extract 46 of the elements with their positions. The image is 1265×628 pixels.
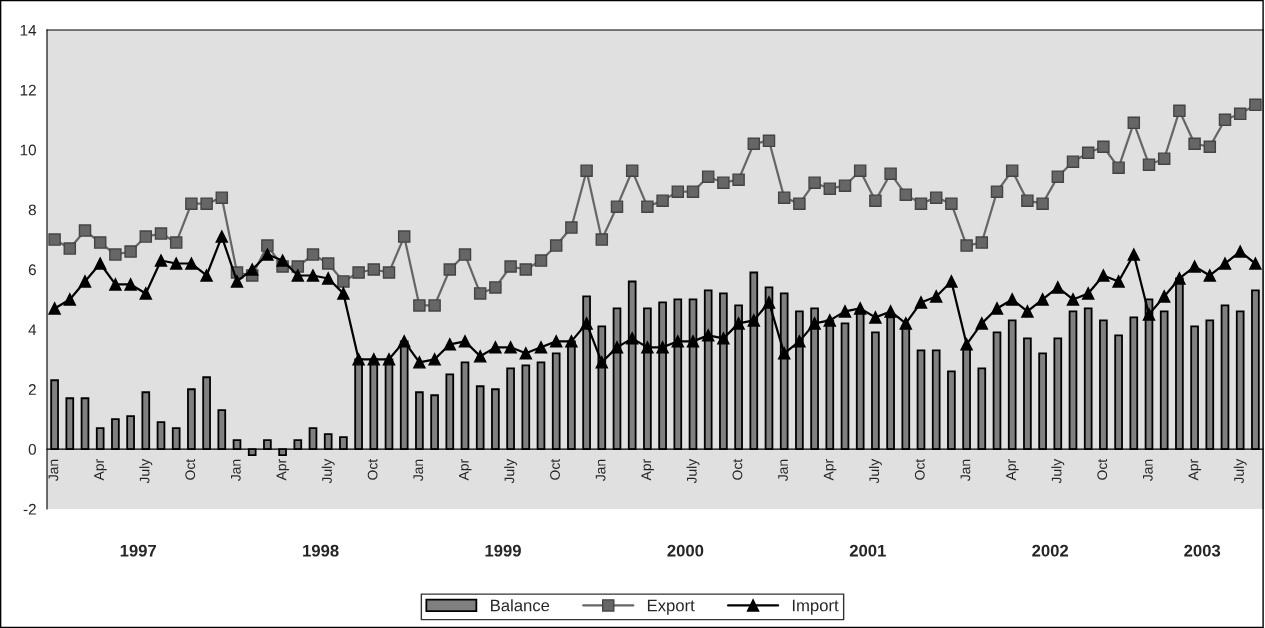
x-tick-label: Apr: [641, 459, 654, 481]
x-tick-label: July: [504, 458, 518, 484]
text: 2001: [849, 544, 886, 557]
x-tick-label: Apr: [823, 459, 837, 481]
x-tick-label: Jan: [231, 459, 241, 482]
x-tick-label: Jan: [1143, 459, 1153, 482]
x-tick-label: Oct: [367, 458, 378, 480]
x-tick-label: Apr: [459, 459, 472, 481]
x-tick-label: Oct: [914, 458, 925, 480]
x-tick-label: Oct: [550, 458, 560, 480]
x-tick-label: July: [686, 458, 700, 484]
legend-label: Import: [792, 599, 839, 615]
x-tick-label: July: [1233, 458, 1247, 484]
x-tick-label: Jan: [595, 459, 606, 482]
x-tick-label: Jan: [48, 459, 59, 482]
text: 2002: [1032, 544, 1069, 557]
x-tick-label: Jan: [960, 459, 971, 482]
x-tick-label: July: [139, 458, 153, 484]
x-tick-label: Oct: [1097, 458, 1108, 480]
text: 2000: [667, 544, 704, 557]
text: 1997: [120, 544, 157, 557]
x-tick-label: Apr: [1188, 459, 1202, 481]
y-tick-label: -2: [23, 503, 36, 515]
text: 2003: [1184, 544, 1221, 557]
legend-label: Export: [647, 599, 695, 615]
x-tick-label: Apr: [1006, 459, 1019, 481]
x-tick-label: Oct: [185, 458, 196, 480]
x-tick-label: Jan: [413, 459, 424, 482]
y-tick-label: 4: [28, 324, 37, 335]
x-tick-label: Jan: [778, 459, 788, 482]
x-tick-label: Apr: [276, 459, 290, 481]
y-tick-label: 6: [28, 264, 36, 276]
x-tick-label: July: [868, 458, 882, 484]
y-tick-label: 14: [20, 25, 37, 36]
legend-label: Balance: [491, 599, 550, 612]
x-tick-label: Oct: [732, 458, 743, 480]
x-tick-label: July: [321, 458, 335, 484]
y-tick-label: 2: [28, 384, 36, 395]
y-tick-label: 0: [28, 443, 36, 455]
y-tick-label: 10: [20, 144, 36, 156]
y-tick-label: 12: [20, 84, 36, 96]
text: 1998: [303, 544, 339, 557]
x-tick-label: July: [1051, 458, 1065, 484]
x-tick-label: Apr: [94, 459, 107, 481]
text: 1999: [485, 544, 521, 557]
y-tick-label: 8: [28, 204, 36, 216]
